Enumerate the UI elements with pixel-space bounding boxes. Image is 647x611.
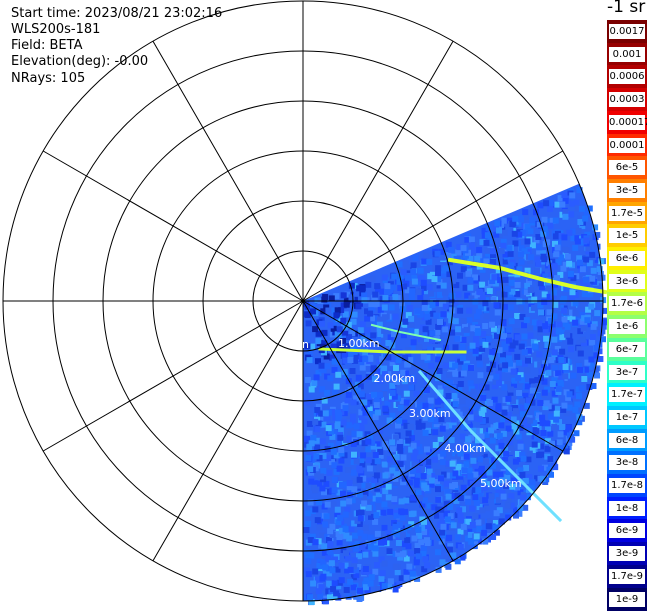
azimuth-spoke (42, 150, 304, 302)
colorbar-label: 6e-7 (609, 341, 645, 357)
range-label: 5.00km (480, 477, 522, 490)
range-label: 2.00km (374, 372, 416, 385)
azimuth-spoke (302, 300, 564, 452)
colorbar-label: 3e-8 (609, 455, 645, 471)
colorbar-label: 1.7e-7 (609, 387, 645, 403)
azimuth-spoke (152, 40, 304, 302)
colorbar-label: 1e-6 (609, 319, 645, 335)
colorbar-label: 1.7e-5 (609, 205, 645, 221)
colorbar-label: 0.00017 (609, 114, 647, 130)
backscatter-data-layer (303, 183, 608, 606)
colorbar-label: 1.7e-8 (609, 478, 645, 493)
azimuth-spoke (42, 300, 304, 452)
colorbar-label: 3e-7 (609, 364, 645, 380)
range-label: n (302, 338, 309, 351)
colorbar-label: 0.001 (609, 46, 645, 62)
nrays-label: NRays: 105 (11, 71, 86, 86)
azimuth-spoke (152, 300, 304, 562)
colorbar-label: 1e-9 (609, 591, 645, 607)
azimuth-spoke (302, 150, 564, 302)
colorbar-label: 1.7e-6 (609, 296, 645, 312)
range-labels: n 1.00km 2.00km 3.00km 4.00km 5.00km (302, 337, 522, 490)
field-label: Field: BETA (11, 38, 83, 53)
colorbar-label: 1e-5 (609, 228, 645, 244)
colorbar-label: 1e-7 (609, 409, 645, 425)
azimuth-spoke (302, 300, 454, 562)
colorbar-unit-label: -1 sr (607, 0, 646, 17)
colorbar-label: 6e-8 (609, 432, 645, 448)
range-label: 4.00km (445, 442, 487, 455)
start-time-label: Start time: 2023/08/21 23:02:16 (11, 6, 223, 21)
polar-grid (2, 0, 604, 602)
range-label: 1.00km (338, 337, 380, 350)
colorbar-label: 6e-5 (609, 160, 645, 176)
colorbar-label: 1.7e-9 (609, 568, 645, 584)
colorbar-label: 0.0001 (609, 137, 645, 153)
instrument-label: WLS200s-181 (11, 22, 101, 37)
backscatter-feature (370, 323, 442, 342)
backscatter-feature (318, 347, 467, 354)
colorbar-label: 3e-5 (609, 182, 645, 198)
colorbar-label: 6e-6 (609, 251, 645, 266)
colorbar-label: 0.0003 (609, 92, 645, 108)
azimuth-spoke (302, 40, 454, 302)
backscatter-feature (417, 369, 563, 523)
elevation-label: Elevation(deg): -0.00 (11, 54, 149, 69)
colorbar-label: 0.0017 (609, 24, 645, 39)
colorbar-label: 0.0006 (609, 69, 645, 85)
colorbar-label: 3e-9 (609, 546, 645, 562)
colorbar-label: 6e-9 (609, 523, 645, 539)
colorbar-label: 3e-6 (609, 273, 645, 289)
range-label: 3.00km (409, 407, 451, 420)
backscatter-feature (447, 257, 608, 295)
colorbar-label: 1e-8 (609, 500, 645, 516)
